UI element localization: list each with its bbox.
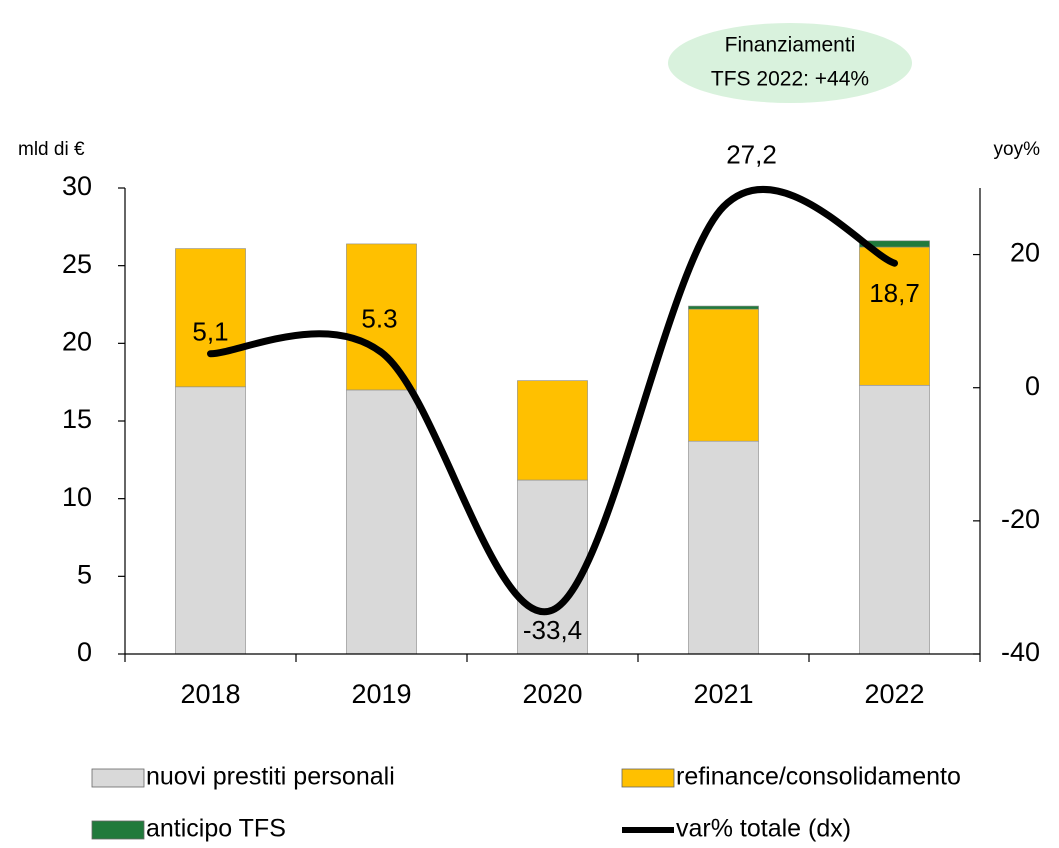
y2-tick-label: 0 <box>1025 371 1040 401</box>
data-label: 5,1 <box>192 317 228 347</box>
annotation: Finanziamenti <box>725 34 856 57</box>
legend-swatch <box>91 820 145 840</box>
data-label: -33,4 <box>523 615 582 645</box>
x-tick-label: 2020 <box>522 679 582 709</box>
bar <box>346 389 417 655</box>
y2-tick-label: -40 <box>1001 637 1040 667</box>
y-tick-label: 30 <box>62 171 92 201</box>
bar <box>175 248 246 388</box>
y-axis-label: mld di € <box>18 139 85 160</box>
x-tick-label: 2021 <box>693 679 753 709</box>
y2-axis-label: yoy% <box>994 139 1041 160</box>
y2-tick-label: 20 <box>1010 238 1040 268</box>
annotation-bubble <box>668 23 912 103</box>
data-label: 18,7 <box>869 278 920 308</box>
legend-label: anticipo TFS <box>146 815 286 843</box>
legend-label: nuovi prestiti personali <box>146 763 395 791</box>
bar <box>688 440 759 655</box>
bar <box>859 246 930 386</box>
x-tick-label: 2022 <box>864 679 924 709</box>
y-tick-label: 10 <box>62 482 92 512</box>
bar <box>859 240 930 248</box>
y-tick-label: 5 <box>77 559 92 589</box>
bar <box>175 386 246 655</box>
y-tick-label: 0 <box>77 637 92 667</box>
bar <box>688 305 759 310</box>
annotation: TFS 2022: +44% <box>711 68 869 91</box>
bar <box>517 380 588 481</box>
data-label: 27,2 <box>726 140 777 170</box>
bar <box>688 308 759 442</box>
legend-swatch <box>91 768 145 788</box>
y-tick-label: 20 <box>62 326 92 356</box>
bar <box>859 384 930 655</box>
line <box>207 186 898 616</box>
legend-swatch <box>621 768 675 788</box>
y2-tick-label: -20 <box>1001 504 1040 534</box>
data-label: 5.3 <box>361 303 397 333</box>
y-tick-label: 15 <box>62 404 92 434</box>
legend-label: refinance/consolidamento <box>676 763 961 791</box>
legend-label: var% totale (dx) <box>676 815 851 843</box>
x-tick-label: 2018 <box>180 679 240 709</box>
y-tick-label: 25 <box>62 249 92 279</box>
x-tick-label: 2019 <box>351 679 411 709</box>
bar <box>346 243 417 391</box>
